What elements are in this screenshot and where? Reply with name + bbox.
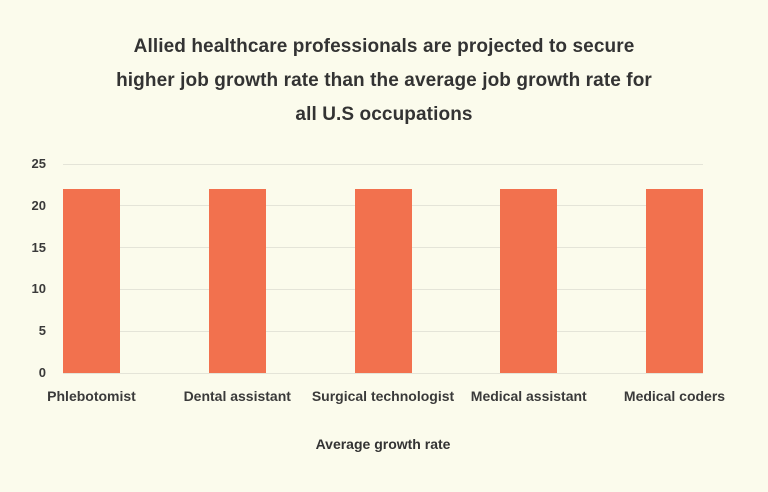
y-tick-label: 15	[31, 239, 46, 255]
chart-title-line-2: higher job growth rate than the average …	[116, 70, 652, 91]
chart-title-line-1: Allied healthcare professionals are proj…	[133, 36, 635, 57]
bar	[63, 189, 120, 373]
y-tick-label: 25	[31, 156, 46, 171]
y-tick-label: 5	[38, 323, 46, 339]
y-tick-label: 20	[31, 197, 46, 213]
gridline	[63, 372, 703, 374]
x-axis-title: Average growth rate	[315, 436, 451, 452]
y-tick-label: 0	[38, 365, 46, 380]
y-tick-label: 10	[31, 281, 46, 297]
bar	[354, 189, 412, 373]
gridline	[63, 163, 703, 165]
x-category-label: Medical coders	[623, 388, 726, 404]
bar	[500, 189, 558, 373]
plot-area: Average growth rate 0 5 10 15 20 25 Phlebotomi…	[32, 156, 726, 452]
x-category-label: Dental assistant	[183, 388, 291, 404]
x-category-label: Medical assistant	[470, 388, 587, 404]
bar	[646, 189, 703, 373]
bar	[208, 189, 266, 373]
x-category-label: Surgical technologist	[311, 388, 455, 404]
chart-title-line-3: all U.S occupations	[295, 104, 473, 125]
x-category-label: Phlebotomist	[47, 388, 136, 404]
chart-title: Allied healthcare professionals are proj…	[0, 30, 768, 132]
